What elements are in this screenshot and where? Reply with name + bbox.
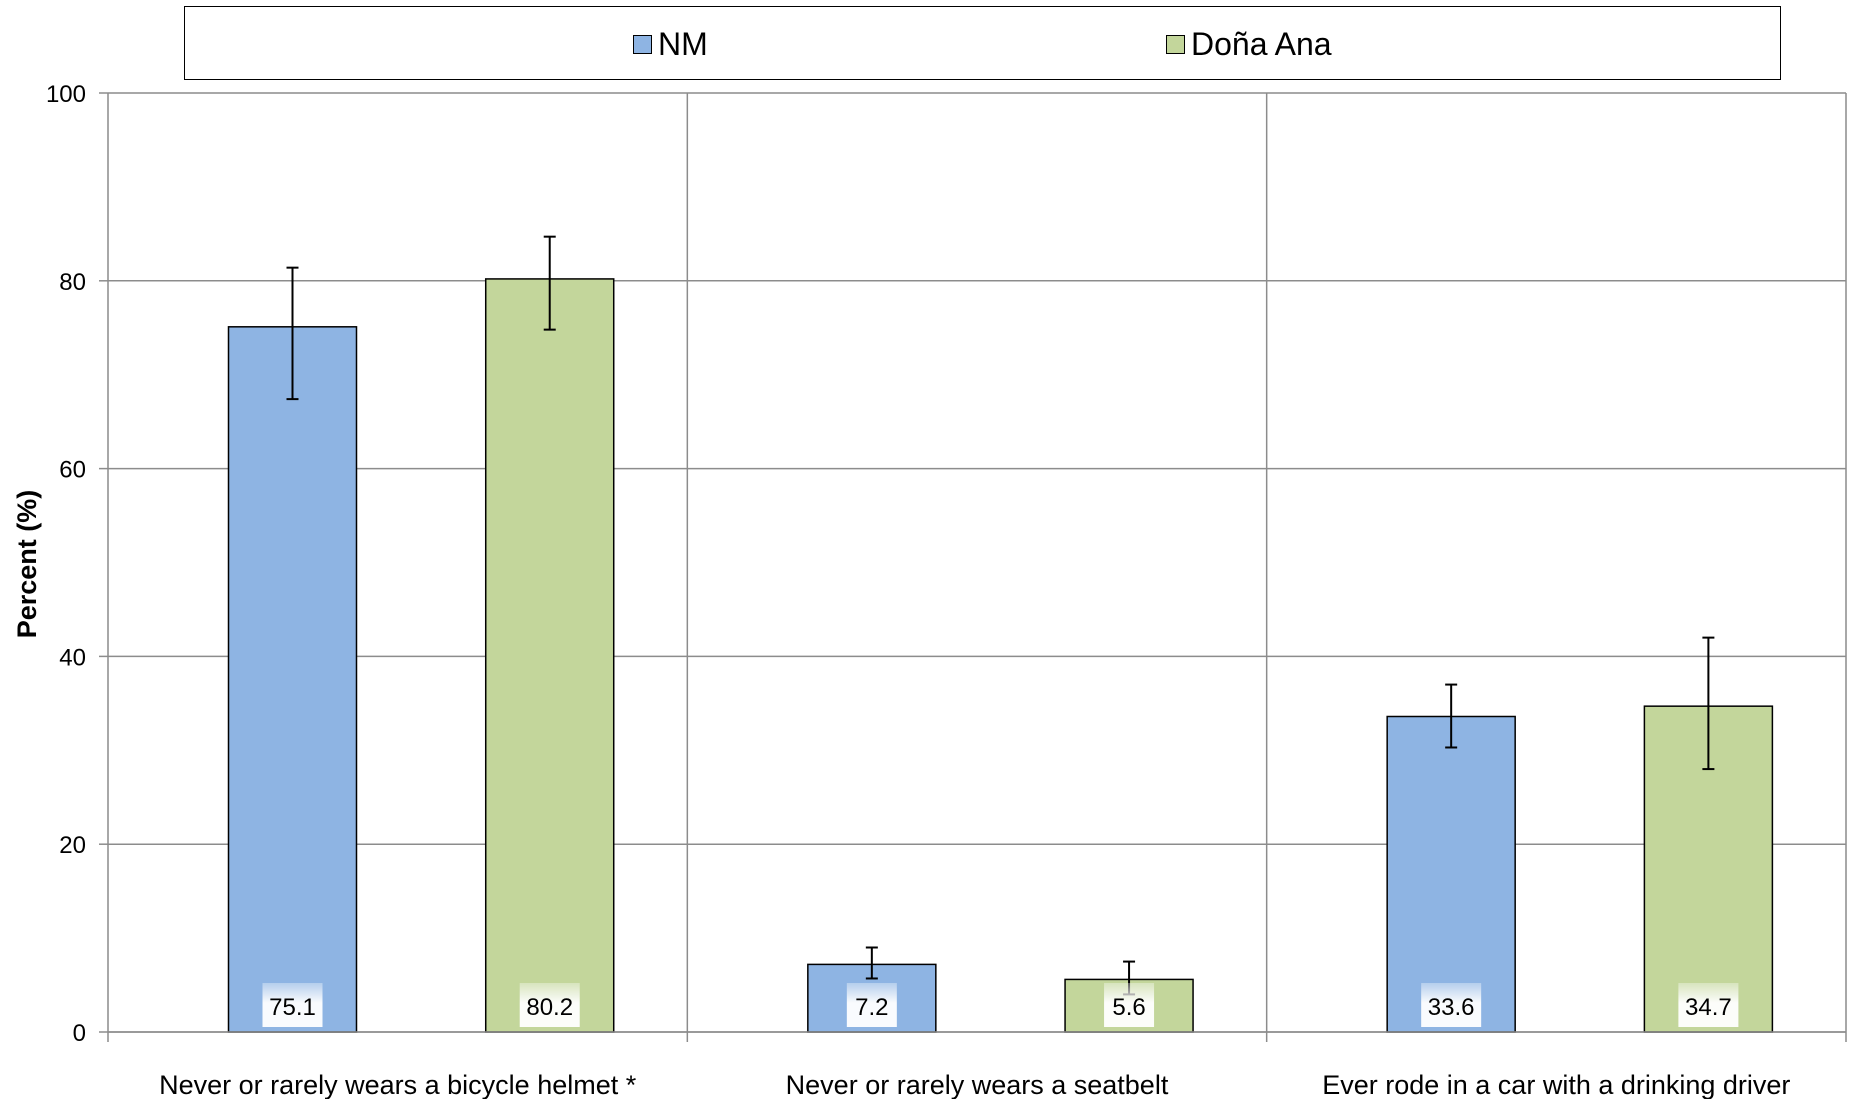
legend-label-nm: NM <box>658 25 708 62</box>
bars: 75.1 7.2 33.6 80.2 5.6 34.7 <box>227 235 1774 1033</box>
legend-item-dona-ana: Doña Ana <box>1166 7 1332 81</box>
data-label: 7.2 <box>855 994 888 1021</box>
y-tick-label: 20 <box>59 832 86 859</box>
data-label: 5.6 <box>1112 994 1145 1021</box>
y-tick-label: 40 <box>59 644 86 671</box>
y-axis-title: Percent (%) <box>12 490 42 639</box>
data-label-background <box>262 983 323 1027</box>
data-label: 75.1 <box>269 994 316 1021</box>
data-label-background <box>1104 983 1155 1027</box>
legend-swatch-dona-ana <box>1166 34 1185 54</box>
legend-swatch-nm <box>633 34 652 54</box>
axes: 0 20 40 60 80 100 Never or rarely wears a bicy… <box>46 81 1846 1099</box>
gridlines <box>107 92 1847 1042</box>
data-label: 33.6 <box>1428 994 1475 1021</box>
data-label-background <box>1678 983 1739 1027</box>
x-tick-label: Never or rarely wears a seatbelt <box>786 1070 1169 1099</box>
bar-nm <box>227 326 358 1033</box>
x-tick-label: Never or rarely wears a bicycle helmet * <box>159 1070 637 1099</box>
y-tick-label: 0 <box>73 1020 86 1047</box>
legend-item-nm: NM <box>633 7 708 81</box>
legend-label-dona-ana: Doña Ana <box>1191 25 1332 62</box>
y-tick-label: 60 <box>59 457 86 484</box>
y-tick-label: 100 <box>46 81 86 108</box>
x-tick-label: Ever rode in a car with a drinking drive… <box>1322 1070 1790 1099</box>
data-label: 80.2 <box>526 994 573 1021</box>
data-label-background <box>519 983 580 1027</box>
data-label-background <box>846 983 897 1027</box>
data-label: 34.7 <box>1685 994 1732 1021</box>
data-label-background <box>1421 983 1482 1027</box>
y-tick-label: 80 <box>59 269 86 296</box>
legend: NM Doña Ana <box>184 6 1781 80</box>
bar-dona-ana <box>484 278 615 1033</box>
